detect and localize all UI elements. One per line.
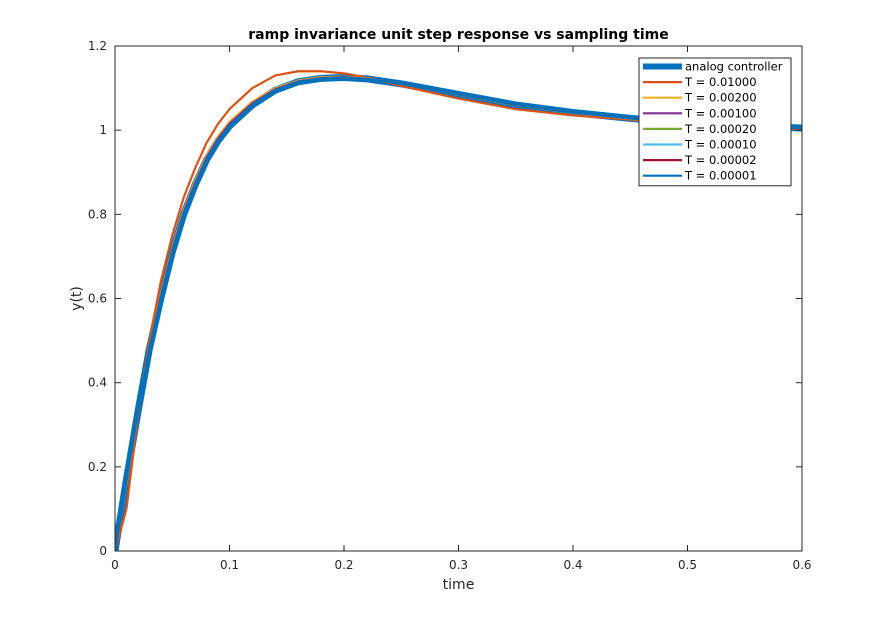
- x-tick-label: 0.3: [449, 558, 468, 572]
- legend-entry-label: T = 0.00100: [684, 106, 757, 120]
- x-axis-label: time: [443, 577, 475, 593]
- legend-entry-label: T = 0.00020: [684, 122, 757, 136]
- legend-box: [638, 57, 792, 187]
- x-tick-label: 0.2: [334, 558, 353, 572]
- legend-entry-label: T = 0.00010: [684, 138, 757, 152]
- chart-title: ramp invariance unit step response vs sa…: [248, 27, 668, 43]
- series-line-2: [115, 70, 802, 551]
- y-tick-label: 0: [99, 544, 107, 558]
- legend-entry-label: T = 0.01000: [684, 75, 757, 89]
- y-tick-label: 0.6: [88, 292, 107, 306]
- y-tick-label: 0.8: [88, 207, 107, 221]
- legend-entry-label: T = 0.00002: [684, 153, 757, 167]
- series-line-8: [115, 76, 802, 551]
- y-tick-label: 1: [99, 123, 107, 137]
- x-tick-label: 0: [111, 558, 119, 572]
- legend-entry-label: T = 0.00001: [684, 169, 757, 183]
- series-layer: [115, 70, 802, 551]
- legend-entry-label: analog controller: [685, 60, 783, 74]
- x-tick-label: 0.5: [678, 558, 697, 572]
- y-axis-label: y(t): [69, 286, 85, 311]
- ticks-layer: 0 0.1 0.2 0.3 0.4 0.5 0.6 0 0.2 0.4 0.6 0.8 1 1.2: [88, 39, 812, 572]
- x-tick-label: 0.6: [792, 558, 811, 572]
- y-tick-label: 1.2: [88, 39, 107, 53]
- y-tick-label: 0.4: [88, 376, 107, 390]
- y-tick-label: 0.2: [88, 460, 107, 474]
- x-tick-label: 0.1: [220, 558, 239, 572]
- x-tick-label: 0.4: [563, 558, 582, 572]
- legend-entry-label: T = 0.00200: [684, 91, 757, 105]
